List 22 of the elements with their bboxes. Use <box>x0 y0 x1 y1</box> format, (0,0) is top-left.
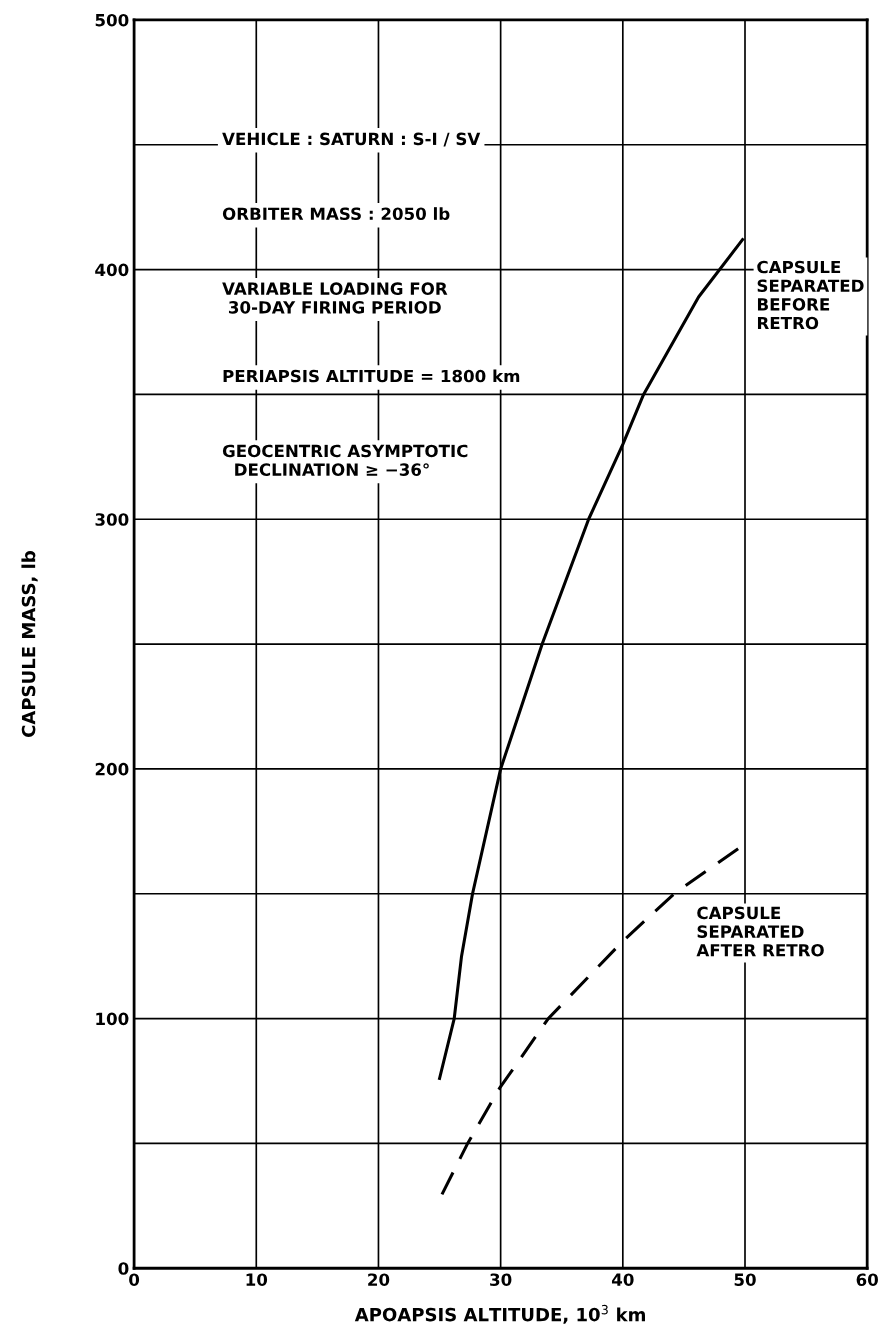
annotation: PERIAPSIS ALTITUDE = 1800 km <box>223 369 520 383</box>
x-tick-label: 20 <box>368 1273 390 1286</box>
x-tick-label: 60 <box>856 1273 878 1286</box>
annotation: ORBITER MASS : 2050 lb <box>222 207 450 221</box>
series-label: CAPSULE SEPARATED BEFORE RETRO <box>757 260 864 330</box>
x-tick-label: 10 <box>246 1273 268 1286</box>
y-axis-title: CAPSULE MASS, lb <box>21 551 38 737</box>
annotation: VARIABLE LOADING FOR 30-DAY FIRING PERIOD <box>222 282 448 314</box>
x-tick-label: 40 <box>611 1273 634 1286</box>
y-tick-label: 0 <box>118 1262 129 1275</box>
x-tick-label: 0 <box>129 1273 140 1286</box>
y-tick-label: 400 <box>95 263 129 277</box>
y-tick-label: 100 <box>96 1012 129 1026</box>
y-tick-label: 500 <box>95 13 129 27</box>
x-axis-title: APOAPSIS ALTITUDE, 10$^{3}$ km <box>354 1304 645 1324</box>
x-tick-label: 30 <box>490 1273 512 1286</box>
y-tick-label: 300 <box>95 513 129 526</box>
series-label: CAPSULE SEPARATED AFTER RETRO <box>696 906 824 957</box>
x-tick-label: 50 <box>734 1273 756 1286</box>
annotation: GEOCENTRIC ASYMPTOTIC DECLINATION ≥ −36° <box>222 444 468 476</box>
y-tick-label: 200 <box>95 762 129 776</box>
annotation: VEHICLE : SATURN : S-I / SV <box>222 132 481 147</box>
